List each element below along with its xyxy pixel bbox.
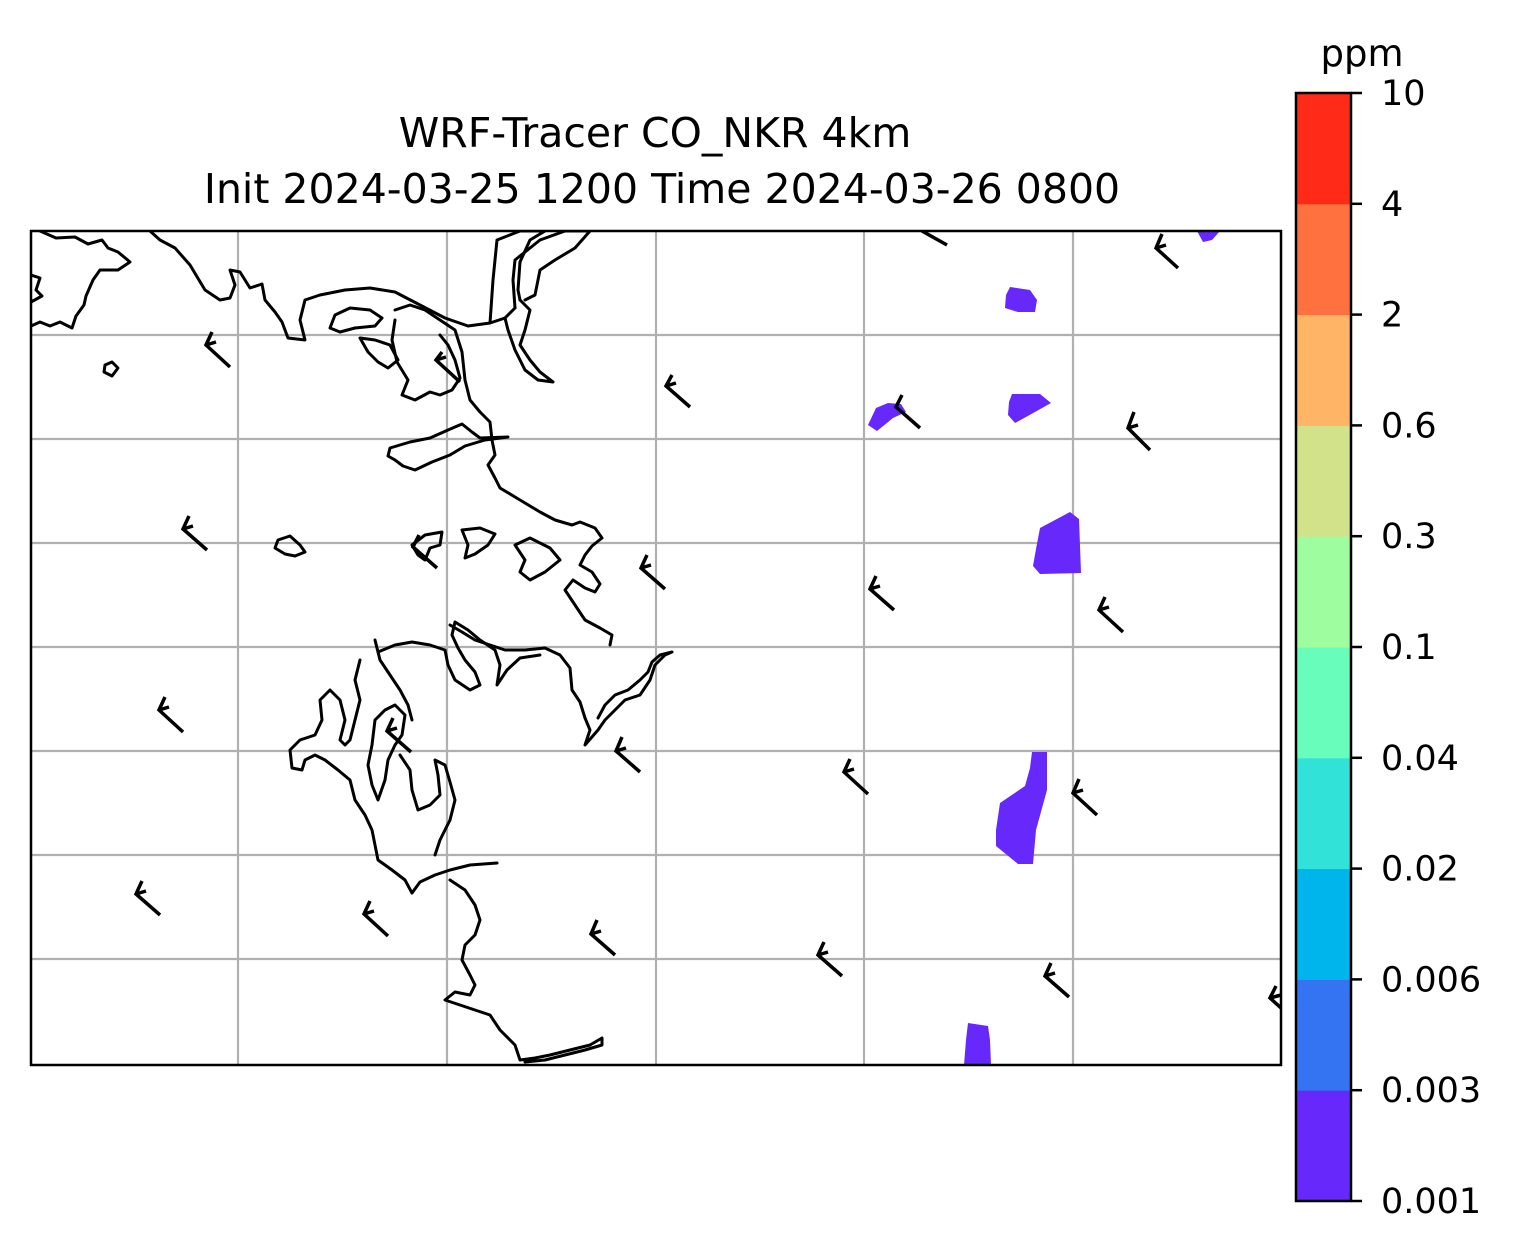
- wind-barb-icon: [156, 696, 185, 734]
- coastline-fjord-arm-2: [398, 753, 457, 857]
- map-frame: [29, 229, 1283, 1067]
- coastline-mid-fjord: [366, 703, 407, 802]
- coastline-bay-east: [460, 526, 497, 560]
- coastline-sound: [386, 422, 510, 472]
- wind-barb-icon: [893, 394, 922, 430]
- coastline-inlet-maze: [376, 620, 542, 692]
- wind-barb-icon: [180, 515, 209, 552]
- coastline-channel-inner: [503, 298, 555, 384]
- colorbar: 0.001 0.003 0.006 0.02 0.04 0.1 0.3 0.6 2 4 10 ppm: [1294, 32, 1481, 1222]
- tracer-patch-1: [1197, 231, 1220, 242]
- coastlines: [31, 231, 674, 1064]
- coastline-channel-east: [488, 231, 547, 325]
- tracer-concentration-areas: [868, 231, 1220, 1065]
- tracer-patch-2: [1005, 287, 1037, 312]
- coastline-south-ridge: [373, 638, 414, 722]
- map-title-line-1: WRF-Tracer CO_NKR 4km: [399, 109, 912, 157]
- map-panel: [31, 231, 1281, 1065]
- wind-barbs: [133, 231, 1281, 1010]
- tracer-patch-6: [996, 752, 1047, 864]
- colorbar-segment: [1296, 647, 1351, 759]
- colorbar-segment: [1296, 757, 1351, 870]
- wind-barb-icon: [1096, 596, 1125, 634]
- colorbar-tick-label: 0.3: [1381, 517, 1437, 557]
- colorbar-segment: [1296, 979, 1351, 1091]
- colorbar-tick-label: 2: [1381, 296, 1403, 336]
- wind-barb-icon: [1153, 233, 1180, 270]
- wind-barb-icon: [867, 575, 896, 612]
- wind-barb-icon: [1267, 985, 1281, 1010]
- wind-barb-icon: [638, 554, 667, 591]
- colorbar-segments: [1296, 93, 1351, 1202]
- wind-barb-icon: [613, 736, 642, 774]
- colorbar-segment: [1296, 203, 1351, 316]
- wind-barb-icon: [433, 350, 462, 384]
- colorbar-tick-label: 0.006: [1381, 960, 1481, 1000]
- coastline-inner-bay: [358, 336, 400, 370]
- colorbar-tick-label: 0.02: [1381, 850, 1459, 890]
- coastline-southern-bays: [448, 623, 674, 747]
- colorbar-segment: [1296, 536, 1351, 648]
- coastline-islet-mid: [273, 534, 307, 558]
- coastline-island-1: [328, 306, 384, 334]
- colorbar-tick-label: 0.1: [1381, 628, 1437, 668]
- wind-barb-icon: [1042, 962, 1071, 999]
- wind-barb-icon: [361, 900, 390, 938]
- coastline-lower-channel: [513, 536, 562, 582]
- map-gridlines: [31, 231, 1281, 1065]
- wind-barb-icon: [815, 941, 844, 978]
- coastline-peninsula: [393, 303, 614, 647]
- colorbar-tick-label: 10: [1381, 74, 1426, 114]
- wind-barb-icon: [384, 717, 413, 754]
- wind-barb-icon: [410, 534, 439, 570]
- coastline-south-peninsula: [443, 878, 604, 1064]
- coastline-northwest-inlet: [31, 273, 44, 304]
- map-title-line-2: Init 2024-03-25 1200 Time 2024-03-26 080…: [204, 165, 1120, 213]
- coastline-islet-west: [102, 360, 120, 378]
- colorbar-segment: [1296, 868, 1351, 980]
- colorbar-tick-label: 0.6: [1381, 406, 1437, 446]
- colorbar-segment: [1296, 425, 1351, 537]
- wind-barb-icon: [203, 331, 232, 369]
- colorbar-tick-label: 0.04: [1381, 739, 1459, 779]
- coastline-north-shore: [31, 231, 132, 330]
- tracer-patch-5: [1033, 512, 1081, 574]
- tracer-patch-3: [1008, 394, 1051, 423]
- colorbar-unit-label: ppm: [1320, 32, 1403, 75]
- colorbar-ticks: 0.001 0.003 0.006 0.02 0.04 0.1 0.3 0.6 2 4 10: [1351, 74, 1481, 1222]
- wind-barb-icon: [133, 880, 162, 917]
- coastline-inlet-system: [148, 231, 517, 342]
- wind-barb-icon: [1125, 411, 1152, 452]
- colorbar-tick-label: 0.001: [1381, 1182, 1481, 1222]
- coastline-central-shore: [390, 318, 462, 402]
- tracer-patch-7: [964, 1023, 991, 1065]
- wind-barb-icon: [1070, 778, 1099, 817]
- colorbar-segment: [1296, 314, 1351, 426]
- wind-barb-icon: [663, 374, 692, 409]
- colorbar-segment: [1296, 1090, 1351, 1202]
- colorbar-tick-label: 4: [1381, 185, 1403, 225]
- wind-barb-icon: [921, 231, 948, 247]
- wind-barb-icon: [588, 919, 617, 957]
- coastline-bay-system: [410, 530, 444, 562]
- wind-barb-icon: [841, 758, 870, 796]
- coastline-fjord-north: [511, 231, 592, 310]
- tracer-patch-4: [868, 403, 906, 431]
- colorbar-tick-label: 0.003: [1381, 1071, 1481, 1111]
- coastline-long-arm: [288, 658, 499, 895]
- colorbar-segment: [1296, 93, 1351, 205]
